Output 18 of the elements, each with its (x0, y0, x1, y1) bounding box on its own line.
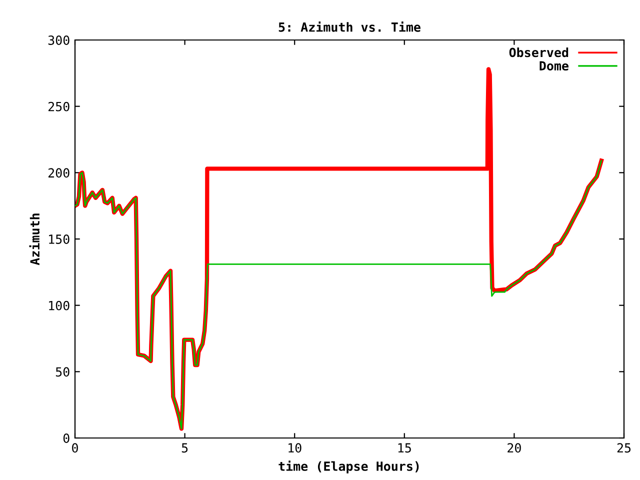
chart-title: 5: Azimuth vs. Time (278, 22, 420, 32)
y-tick-label: 100 (49, 300, 70, 310)
y-axis-title: Azimuth (29, 214, 40, 266)
x-tick-label: 20 (508, 443, 521, 453)
legend-label: Dome (540, 61, 568, 71)
x-tick-label: 0 (72, 443, 78, 453)
y-tick-label: 250 (48, 102, 70, 112)
y-tick-label: 50 (56, 367, 70, 377)
x-tick-label: 5 (182, 443, 188, 453)
x-axis-title: time (Elapse Hours) (278, 460, 419, 474)
x-tick-label: 25 (617, 443, 631, 453)
x-tick-label: 10 (288, 443, 302, 453)
y-tick-label: 300 (48, 36, 70, 45)
legend-label: Observed (509, 48, 568, 58)
x-tick-label: 15 (398, 443, 411, 453)
y-tick-label: 0 (63, 434, 70, 443)
y-tick-label: 200 (48, 168, 70, 178)
y-tick-label: 150 (49, 234, 70, 244)
